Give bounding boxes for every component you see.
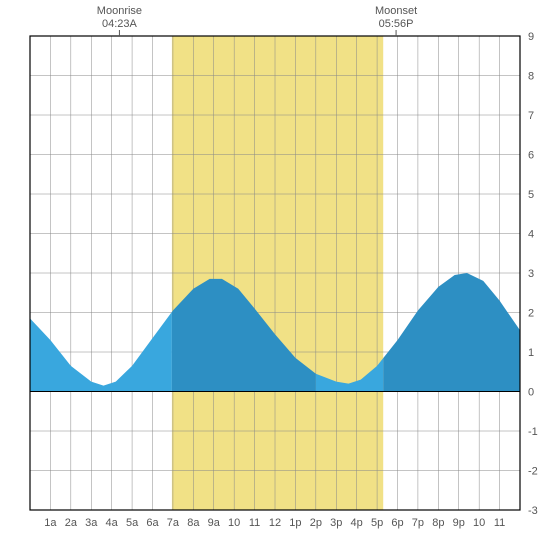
y-tick-label: -3 [528, 505, 538, 517]
x-tick-label: 3p [330, 517, 342, 529]
x-tick-label: 6a [146, 517, 159, 529]
moonset-time: 05:56P [379, 18, 414, 30]
moonrise-label: Moonrise [97, 5, 142, 17]
x-tick-label: 1p [289, 517, 301, 529]
chart-svg: -3-2-101234567891a2a3a4a5a6a7a8a9a101112… [0, 0, 550, 550]
y-tick-label: 1 [528, 347, 534, 359]
y-tick-label: 2 [528, 308, 534, 320]
x-tick-label: 7a [167, 517, 180, 529]
y-tick-label: 0 [528, 387, 534, 399]
y-tick-label: 4 [528, 229, 534, 241]
x-tick-label: 5a [126, 517, 139, 529]
y-tick-label: -1 [528, 426, 538, 438]
x-tick-label: 2p [310, 517, 322, 529]
x-tick-label: 11 [249, 517, 260, 529]
x-tick-label: 1a [44, 517, 57, 529]
x-tick-label: 4p [351, 517, 363, 529]
tide-chart: -3-2-101234567891a2a3a4a5a6a7a8a9a101112… [0, 0, 550, 550]
x-tick-label: 8p [432, 517, 444, 529]
moonrise-time: 04:23A [102, 18, 138, 30]
x-tick-label: 10 [473, 517, 485, 529]
x-tick-label: 7p [412, 517, 424, 529]
y-tick-label: 7 [528, 110, 534, 122]
moonset-label: Moonset [375, 5, 417, 17]
x-tick-label: 2a [65, 517, 78, 529]
x-tick-label: 5p [371, 517, 383, 529]
x-tick-label: 4a [106, 517, 119, 529]
x-tick-label: 9a [208, 517, 221, 529]
y-tick-label: 6 [528, 150, 534, 162]
y-tick-label: 3 [528, 268, 534, 280]
x-tick-label: 6p [391, 517, 403, 529]
x-tick-label: 10 [228, 517, 240, 529]
y-tick-label: 8 [528, 71, 534, 83]
x-tick-label: 9p [453, 517, 465, 529]
x-tick-label: 3a [85, 517, 98, 529]
y-tick-label: 9 [528, 31, 534, 43]
y-tick-label: 5 [528, 189, 534, 201]
y-tick-label: -2 [528, 466, 538, 478]
x-tick-label: 8a [187, 517, 200, 529]
x-tick-label: 11 [494, 517, 505, 529]
x-tick-label: 12 [269, 517, 281, 529]
